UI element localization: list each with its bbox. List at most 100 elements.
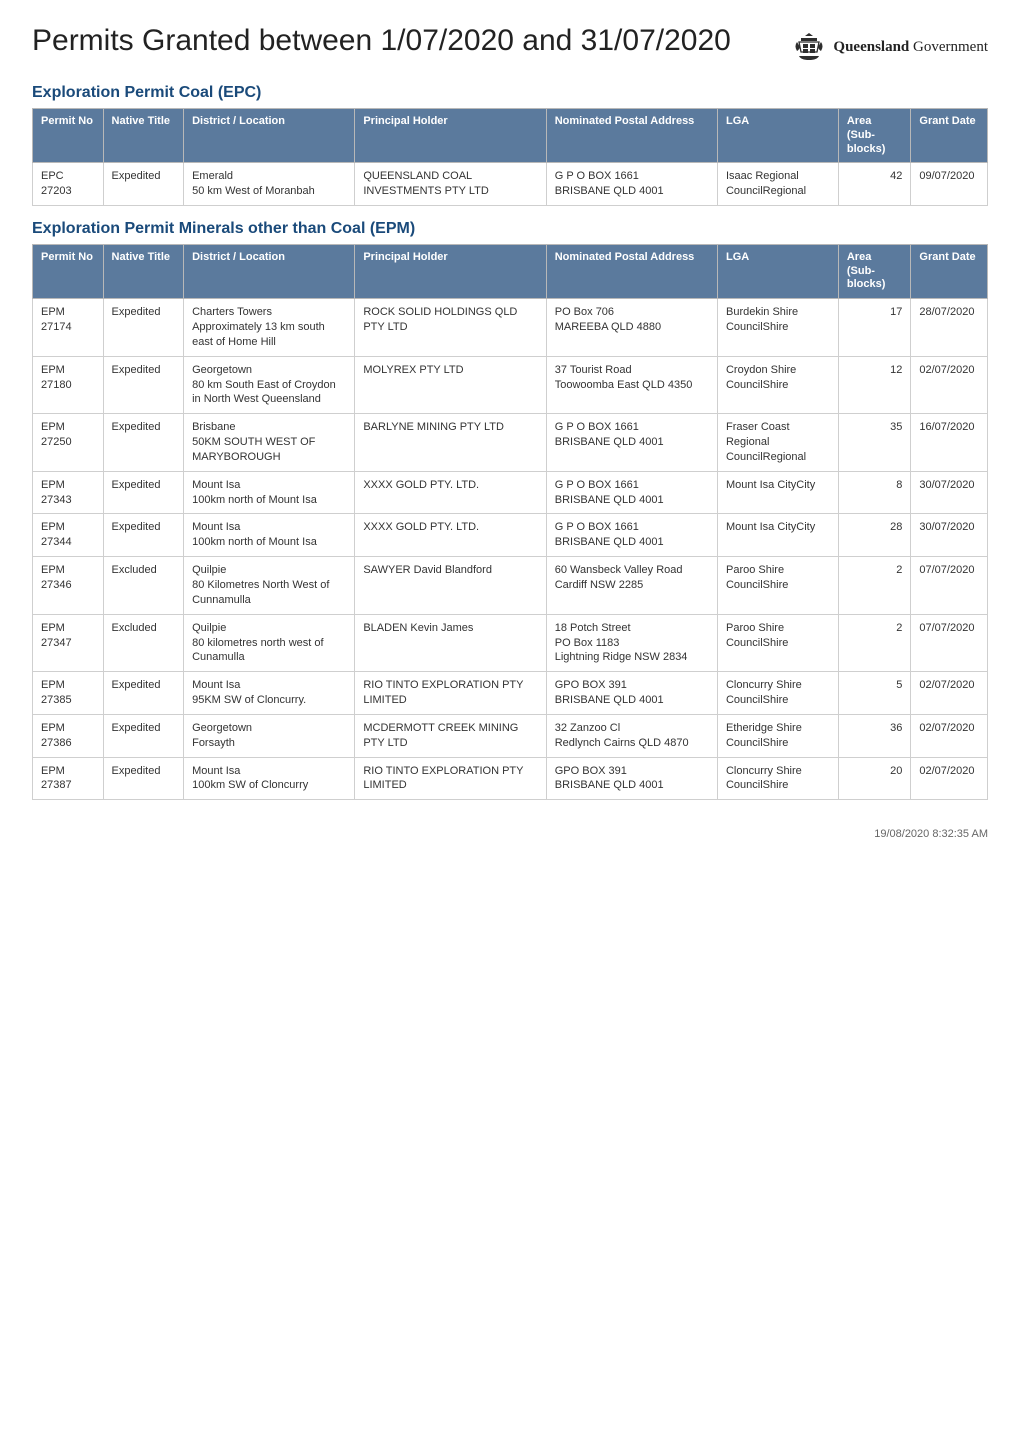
cell-lga: Mount Isa CityCity [717,514,838,557]
col-grant: Grant Date [911,109,988,163]
table-row: EPC 27203ExpeditedEmerald50 km West of M… [33,163,988,206]
cell-area: 28 [838,514,911,557]
cell-lga: Paroo Shire CouncilShire [717,614,838,672]
cell-holder: BARLYNE MINING PTY LTD [355,414,546,472]
cell-area: 35 [838,414,911,472]
table-row: EPM 27386ExpeditedGeorgetownForsaythMCDE… [33,714,988,757]
cell-native: Expedited [103,356,184,414]
cell-grant: 30/07/2020 [911,514,988,557]
cell-native: Excluded [103,614,184,672]
cell-district: Georgetown80 km South East of Croydon in… [184,356,355,414]
col-native: Native Title [103,244,184,298]
cell-permit: EPM 27347 [33,614,104,672]
cell-lga: Fraser Coast Regional CouncilRegional [717,414,838,472]
page-title: Permits Granted between 1/07/2020 and 31… [32,24,731,58]
cell-district: Brisbane50KM SOUTH WEST OF MARYBOROUGH [184,414,355,472]
cell-holder: RIO TINTO EXPLORATION PTY LIMITED [355,757,546,800]
section-title: Exploration Permit Minerals other than C… [32,220,988,238]
cell-lga: Isaac Regional CouncilRegional [717,163,838,206]
cell-permit: EPM 27343 [33,471,104,514]
col-native: Native Title [103,109,184,163]
table-row: EPM 27385ExpeditedMount Isa95KM SW of Cl… [33,672,988,715]
table-row: EPM 27387ExpeditedMount Isa100km SW of C… [33,757,988,800]
col-holder: Principal Holder [355,244,546,298]
col-permit: Permit No [33,109,104,163]
cell-address: 37 Tourist RoadToowoomba East QLD 4350 [546,356,717,414]
cell-native: Expedited [103,414,184,472]
cell-district: Quilpie80 Kilometres North West of Cunna… [184,557,355,615]
table-row: EPM 27344ExpeditedMount Isa100km north o… [33,514,988,557]
col-lga: LGA [717,109,838,163]
col-district: District / Location [184,244,355,298]
col-lga: LGA [717,244,838,298]
qld-coat-of-arms-icon [791,30,827,64]
cell-grant: 02/07/2020 [911,714,988,757]
cell-lga: Burdekin Shire CouncilShire [717,299,838,357]
cell-address: G P O BOX 1661BRISBANE QLD 4001 [546,414,717,472]
cell-lga: Croydon Shire CouncilShire [717,356,838,414]
cell-holder: BLADEN Kevin James [355,614,546,672]
cell-grant: 02/07/2020 [911,672,988,715]
cell-district: Mount Isa95KM SW of Cloncurry. [184,672,355,715]
cell-native: Expedited [103,514,184,557]
cell-native: Expedited [103,714,184,757]
cell-lga: Cloncurry Shire CouncilShire [717,672,838,715]
cell-permit: EPM 27386 [33,714,104,757]
cell-grant: 28/07/2020 [911,299,988,357]
section-title: Exploration Permit Coal (EPC) [32,84,988,102]
col-grant: Grant Date [911,244,988,298]
table-row: EPM 27346ExcludedQuilpie80 Kilometres No… [33,557,988,615]
cell-address: 18 Potch StreetPO Box 1183Lightning Ridg… [546,614,717,672]
cell-holder: SAWYER David Blandford [355,557,546,615]
header-row: Permits Granted between 1/07/2020 and 31… [32,24,988,70]
cell-holder: XXXX GOLD PTY. LTD. [355,514,546,557]
table-row: EPM 27250ExpeditedBrisbane50KM SOUTH WES… [33,414,988,472]
cell-native: Expedited [103,672,184,715]
cell-native: Expedited [103,299,184,357]
col-permit: Permit No [33,244,104,298]
cell-area: 5 [838,672,911,715]
cell-district: Quilpie80 kilometres north west of Cunam… [184,614,355,672]
table-row: EPM 27174ExpeditedCharters TowersApproxi… [33,299,988,357]
cell-area: 17 [838,299,911,357]
qld-gov-brand: Queensland Government [791,24,988,64]
cell-lga: Cloncurry Shire CouncilShire [717,757,838,800]
cell-area: 2 [838,614,911,672]
cell-address: PO Box 706MAREEBA QLD 4880 [546,299,717,357]
col-area: Area (Sub-blocks) [838,109,911,163]
col-area: Area (Sub-blocks) [838,244,911,298]
cell-district: Mount Isa100km SW of Cloncurry [184,757,355,800]
cell-address: G P O BOX 1661BRISBANE QLD 4001 [546,163,717,206]
cell-area: 8 [838,471,911,514]
cell-permit: EPM 27174 [33,299,104,357]
col-address: Nominated Postal Address [546,244,717,298]
footer-timestamp: 19/08/2020 8:32:35 AM [32,828,988,840]
table-row: EPM 27180ExpeditedGeorgetown80 km South … [33,356,988,414]
cell-district: Emerald50 km West of Moranbah [184,163,355,206]
cell-area: 12 [838,356,911,414]
col-district: District / Location [184,109,355,163]
cell-lga: Paroo Shire CouncilShire [717,557,838,615]
cell-address: GPO BOX 391BRISBANE QLD 4001 [546,757,717,800]
permits-table: Permit NoNative TitleDistrict / Location… [32,244,988,800]
permits-table: Permit NoNative TitleDistrict / Location… [32,108,988,206]
cell-district: GeorgetownForsayth [184,714,355,757]
cell-address: 32 Zanzoo ClRedlynch Cairns QLD 4870 [546,714,717,757]
cell-district: Charters TowersApproximately 13 km south… [184,299,355,357]
col-holder: Principal Holder [355,109,546,163]
cell-holder: QUEENSLAND COAL INVESTMENTS PTY LTD [355,163,546,206]
cell-permit: EPM 27387 [33,757,104,800]
cell-permit: EPM 27346 [33,557,104,615]
table-row: EPM 27347ExcludedQuilpie80 kilometres no… [33,614,988,672]
cell-lga: Mount Isa CityCity [717,471,838,514]
cell-grant: 30/07/2020 [911,471,988,514]
cell-district: Mount Isa100km north of Mount Isa [184,514,355,557]
cell-holder: MOLYREX PTY LTD [355,356,546,414]
cell-holder: ROCK SOLID HOLDINGS QLD PTY LTD [355,299,546,357]
col-address: Nominated Postal Address [546,109,717,163]
cell-native: Excluded [103,557,184,615]
cell-permit: EPM 27344 [33,514,104,557]
cell-area: 2 [838,557,911,615]
cell-grant: 07/07/2020 [911,614,988,672]
cell-holder: MCDERMOTT CREEK MINING PTY LTD [355,714,546,757]
